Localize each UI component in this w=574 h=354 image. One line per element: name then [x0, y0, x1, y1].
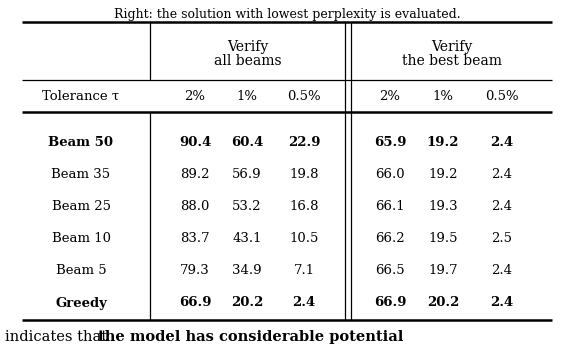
Text: 2.4: 2.4: [490, 137, 514, 149]
Text: 66.9: 66.9: [374, 297, 406, 309]
Text: 66.0: 66.0: [375, 169, 405, 182]
Text: 0.5%: 0.5%: [485, 90, 519, 103]
Text: 2.4: 2.4: [491, 264, 513, 278]
Text: Beam 25: Beam 25: [52, 200, 111, 213]
Text: indicates that: indicates that: [5, 330, 112, 344]
Text: 65.9: 65.9: [374, 137, 406, 149]
Text: 53.2: 53.2: [232, 200, 262, 213]
Text: 88.0: 88.0: [180, 200, 210, 213]
Text: 7.1: 7.1: [293, 264, 315, 278]
Text: 19.7: 19.7: [428, 264, 458, 278]
Text: 2.4: 2.4: [490, 297, 514, 309]
Text: Beam 35: Beam 35: [52, 169, 111, 182]
Text: 19.3: 19.3: [428, 200, 458, 213]
Text: Beam 50: Beam 50: [48, 137, 114, 149]
Text: Tolerance τ: Tolerance τ: [42, 90, 119, 103]
Text: 2.5: 2.5: [491, 233, 513, 246]
Text: 83.7: 83.7: [180, 233, 210, 246]
Text: 2%: 2%: [379, 90, 401, 103]
Text: the best beam: the best beam: [401, 54, 502, 68]
Text: all beams: all beams: [214, 54, 281, 68]
Text: 19.2: 19.2: [426, 137, 459, 149]
Text: 66.1: 66.1: [375, 200, 405, 213]
Text: 79.3: 79.3: [180, 264, 210, 278]
Text: 20.2: 20.2: [231, 297, 263, 309]
Text: 20.2: 20.2: [427, 297, 459, 309]
Text: Verify: Verify: [227, 40, 268, 54]
Text: 10.5: 10.5: [289, 233, 319, 246]
Text: 34.9: 34.9: [232, 264, 262, 278]
Text: 90.4: 90.4: [179, 137, 211, 149]
Text: 56.9: 56.9: [232, 169, 262, 182]
Text: 1%: 1%: [432, 90, 453, 103]
Text: 2.4: 2.4: [292, 297, 316, 309]
Text: 2%: 2%: [184, 90, 205, 103]
Text: Right: the solution with lowest perplexity is evaluated.: Right: the solution with lowest perplexi…: [114, 8, 460, 21]
Text: the model has considerable potential: the model has considerable potential: [98, 330, 404, 344]
Text: 66.9: 66.9: [179, 297, 211, 309]
Text: Greedy: Greedy: [55, 297, 107, 309]
Text: 19.5: 19.5: [428, 233, 457, 246]
Text: 89.2: 89.2: [180, 169, 210, 182]
Text: 1%: 1%: [236, 90, 258, 103]
Text: Verify: Verify: [431, 40, 472, 54]
Text: 16.8: 16.8: [289, 200, 319, 213]
Text: 66.5: 66.5: [375, 264, 405, 278]
Text: 2.4: 2.4: [491, 169, 513, 182]
Text: Beam 10: Beam 10: [52, 233, 111, 246]
Text: 22.9: 22.9: [288, 137, 320, 149]
Text: 60.4: 60.4: [231, 137, 263, 149]
Text: 19.8: 19.8: [289, 169, 319, 182]
Text: 2.4: 2.4: [491, 200, 513, 213]
Text: 0.5%: 0.5%: [287, 90, 321, 103]
Text: 66.2: 66.2: [375, 233, 405, 246]
Text: Beam 5: Beam 5: [56, 264, 106, 278]
Text: 19.2: 19.2: [428, 169, 457, 182]
Text: 43.1: 43.1: [232, 233, 262, 246]
